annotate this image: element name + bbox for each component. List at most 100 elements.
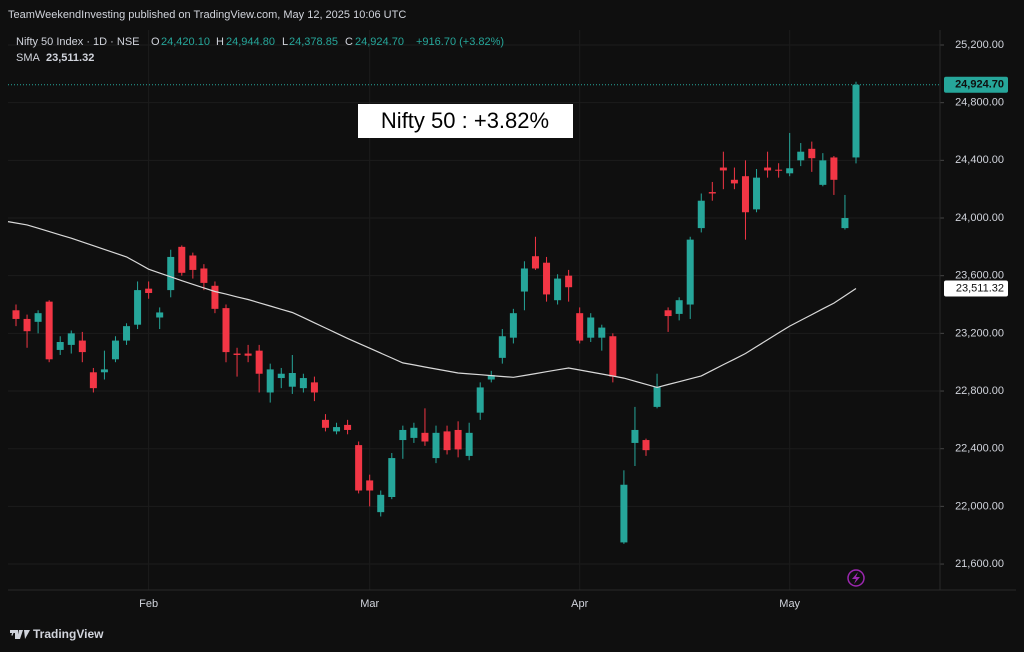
candle-body (266, 369, 274, 393)
candle-body (830, 157, 838, 180)
candle-body (753, 177, 761, 210)
candle-body (78, 340, 86, 353)
candle-body (697, 200, 705, 229)
low: 24,378.85 (289, 36, 338, 48)
legend: Nifty 50 Index · 1D · NSE O 24,420.10 H … (16, 36, 504, 64)
candle-body (565, 275, 573, 288)
publisher: TeamWeekendInvesting published on Tradin… (8, 9, 406, 21)
high-label: H (216, 36, 224, 48)
candle-body (531, 256, 539, 269)
candle-body (45, 301, 53, 360)
candle-body (344, 424, 352, 430)
candle-body (609, 336, 617, 377)
x-tick-label: Apr (571, 598, 588, 610)
candle-body (355, 445, 363, 491)
candle-body (145, 288, 153, 293)
candle-body (233, 353, 241, 355)
candle-body (23, 318, 31, 332)
alert-icon[interactable] (847, 569, 865, 587)
y-tick-label: 25,200.00 (955, 39, 1004, 51)
annotation: Nifty 50 : +3.82% (381, 108, 549, 133)
candle-body (89, 372, 97, 389)
candle-body (100, 369, 108, 373)
annotation-box (358, 104, 573, 138)
candle-body (819, 160, 827, 185)
x-tick-label: Mar (360, 598, 379, 610)
candle-body (587, 317, 595, 338)
candle-body (764, 167, 772, 171)
candle-body (543, 262, 551, 295)
y-tick-label: 23,600.00 (955, 270, 1004, 282)
sma-tag (944, 280, 1008, 297)
y-tick-label: 22,000.00 (955, 500, 1004, 512)
sma-value: 23,511.32 (46, 52, 94, 64)
candle-body (288, 373, 296, 387)
candle-body (200, 268, 208, 283)
symbol: Nifty 50 Index · 1D · NSE (16, 36, 140, 48)
candle-body (123, 326, 131, 341)
candle-body (310, 382, 318, 393)
open: 24,420.10 (161, 36, 210, 48)
candle-body (432, 432, 440, 459)
candle-body (675, 300, 683, 314)
y-tick-label: 24,800.00 (955, 97, 1004, 109)
candle-body (520, 268, 528, 292)
plot: 24,924.70 23,511.32 (7, 76, 1008, 544)
brand: TradingView (33, 627, 104, 641)
candle-body (156, 312, 164, 318)
candle-body (708, 192, 716, 194)
candle-body (388, 458, 396, 498)
candle-body (730, 179, 738, 184)
y-tick-label: 24,000.00 (955, 212, 1004, 224)
sma-line (7, 221, 857, 389)
candle-body (797, 151, 805, 161)
last-price-tag (944, 76, 1008, 93)
candle-body (222, 308, 230, 353)
y-tick-label: 22,800.00 (955, 385, 1004, 397)
x-tick-label: May (779, 598, 800, 610)
candle-body (134, 290, 142, 325)
candle-body (554, 278, 562, 301)
candle-body (686, 239, 694, 305)
x-tick-label: Feb (139, 598, 158, 610)
candle-body (509, 313, 517, 338)
close-label: C (345, 36, 353, 48)
candle-body (255, 350, 263, 374)
open-label: O (151, 36, 160, 48)
candle-body (719, 167, 727, 171)
candle-body (786, 168, 794, 174)
candle-body (841, 218, 849, 229)
sma-price-label: 23,511.32 (956, 282, 1004, 294)
candle-body (366, 480, 374, 491)
candle-body (443, 431, 451, 451)
candle-body (167, 256, 175, 291)
candle-body (111, 340, 119, 360)
y-tick-label: 23,200.00 (955, 327, 1004, 339)
close: 24,924.70 (355, 36, 404, 48)
y-tick-label: 24,400.00 (955, 154, 1004, 166)
candle-body (476, 387, 484, 413)
candle-body (299, 378, 307, 389)
candle-body (377, 494, 385, 513)
change: +916.70 (+3.82%) (416, 36, 504, 48)
candle-body (598, 327, 606, 338)
candle-body (498, 336, 506, 358)
candle-body (631, 429, 639, 443)
candle-body (653, 386, 661, 407)
candle-body (487, 375, 495, 380)
candle-body (421, 432, 429, 442)
candle-body (642, 440, 650, 451)
candle-body (277, 373, 285, 379)
candle-body (620, 484, 628, 543)
candle-body (741, 176, 749, 213)
candle-body (399, 429, 407, 441)
y-tick-label: 21,600.00 (955, 558, 1004, 570)
candle-body (178, 246, 186, 273)
candle-body (34, 313, 42, 322)
candle-body (56, 342, 64, 350)
candle-body (410, 427, 418, 438)
candle-body (454, 429, 462, 450)
alert-bolt (852, 572, 860, 584)
candle-body (189, 255, 197, 270)
